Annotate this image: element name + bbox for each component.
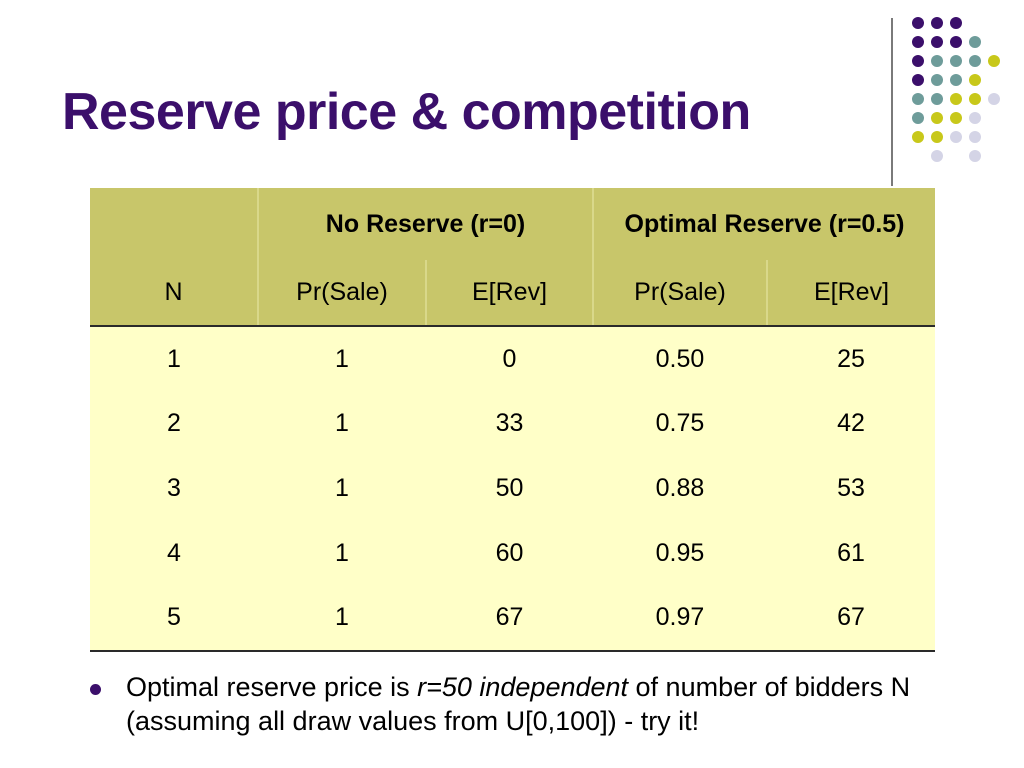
decor-dot: [950, 74, 962, 86]
cell-erev-optimal: 42: [767, 391, 935, 457]
cell-erev-optimal: 25: [767, 326, 935, 392]
decor-dot: [912, 36, 924, 48]
group-header-row: No Reserve (r=0) Optimal Reserve (r=0.5): [90, 188, 935, 260]
decor-dot: [950, 93, 962, 105]
decor-dot: [912, 131, 924, 143]
decor-dot: [969, 150, 981, 162]
decor-dot: [950, 131, 962, 143]
table-row: 4 1 60 0.95 61: [90, 520, 935, 586]
cell-prsale-optimal: 0.50: [593, 326, 767, 392]
decor-dot: [931, 112, 943, 124]
cell-erev-no-reserve: 50: [426, 456, 593, 521]
column-header-prsale-no-reserve: Pr(Sale): [257, 260, 426, 327]
decor-dot: [988, 93, 1000, 105]
decor-dot: [931, 150, 943, 162]
cell-prsale-no-reserve: 1: [258, 456, 426, 521]
column-header-n: N: [90, 260, 258, 327]
bullet-text-post: of number of bidders N (assuming all dra…: [126, 672, 911, 736]
table-row: 1 1 0 0.50 25: [90, 326, 935, 392]
cell-n: 2: [90, 391, 258, 457]
decor-dot: [931, 74, 943, 86]
cell-n: 3: [90, 456, 258, 521]
decor-dot: [950, 112, 962, 124]
decor-dot: [912, 74, 924, 86]
bullet-text-emphasis: r=50 independent: [417, 672, 629, 702]
group-header-no-reserve: No Reserve (r=0): [257, 188, 593, 260]
decor-dot: [969, 55, 981, 67]
column-header-prsale-optimal: Pr(Sale): [592, 260, 767, 327]
decor-dot: [931, 17, 943, 29]
decor-dot: [931, 93, 943, 105]
decor-dot: [931, 131, 943, 143]
slide-title: Reserve price & competition: [62, 83, 751, 141]
decor-dot: [912, 93, 924, 105]
cell-n: 1: [90, 326, 258, 392]
cell-n: 5: [90, 585, 258, 652]
decor-dot: [950, 55, 962, 67]
cell-prsale-optimal: 0.88: [593, 456, 767, 521]
table-row: 2 1 33 0.75 42: [90, 391, 935, 457]
cell-prsale-no-reserve: 1: [258, 326, 426, 392]
decor-dot: [969, 74, 981, 86]
table-row: 3 1 50 0.88 53: [90, 456, 935, 521]
column-header-row: N Pr(Sale) E[Rev] Pr(Sale) E[Rev]: [90, 260, 935, 327]
cell-erev-optimal: 53: [767, 456, 935, 521]
bullet-point: Optimal reserve price is r=50 independen…: [90, 670, 960, 738]
cell-prsale-optimal: 0.75: [593, 391, 767, 457]
decor-dot: [969, 131, 981, 143]
group-header-empty: [90, 188, 258, 260]
cell-prsale-no-reserve: 1: [258, 391, 426, 457]
decor-dot: [912, 17, 924, 29]
column-header-erev-no-reserve: E[Rev]: [425, 260, 593, 327]
cell-n: 4: [90, 520, 258, 586]
results-table: No Reserve (r=0) Optimal Reserve (r=0.5)…: [90, 188, 935, 652]
table-row: 5 1 67 0.97 67: [90, 585, 935, 652]
decor-dot: [950, 36, 962, 48]
cell-erev-optimal: 61: [767, 520, 935, 586]
group-header-optimal-reserve: Optimal Reserve (r=0.5): [592, 188, 935, 260]
decor-dot: [912, 55, 924, 67]
decor-dot: [931, 36, 943, 48]
decor-dot: [988, 55, 1000, 67]
bullet-text-pre: Optimal reserve price is: [126, 672, 418, 702]
decor-dot: [931, 55, 943, 67]
decor-dot: [969, 36, 981, 48]
decor-dot: [912, 112, 924, 124]
cell-erev-no-reserve: 33: [426, 391, 593, 457]
cell-prsale-no-reserve: 1: [258, 520, 426, 586]
cell-prsale-optimal: 0.97: [593, 585, 767, 652]
decor-dot: [969, 112, 981, 124]
cell-erev-no-reserve: 67: [426, 585, 593, 652]
decor-dot: [950, 17, 962, 29]
cell-prsale-optimal: 0.95: [593, 520, 767, 586]
divider-line: [891, 18, 893, 186]
cell-erev-optimal: 67: [767, 585, 935, 652]
cell-erev-no-reserve: 0: [426, 326, 593, 392]
cell-erev-no-reserve: 60: [426, 520, 593, 586]
bullet-dot-icon: [90, 684, 101, 695]
cell-prsale-no-reserve: 1: [258, 585, 426, 652]
decor-dot: [969, 93, 981, 105]
bullet-text: Optimal reserve price is r=50 independen…: [126, 670, 960, 738]
column-header-erev-optimal: E[Rev]: [766, 260, 935, 327]
